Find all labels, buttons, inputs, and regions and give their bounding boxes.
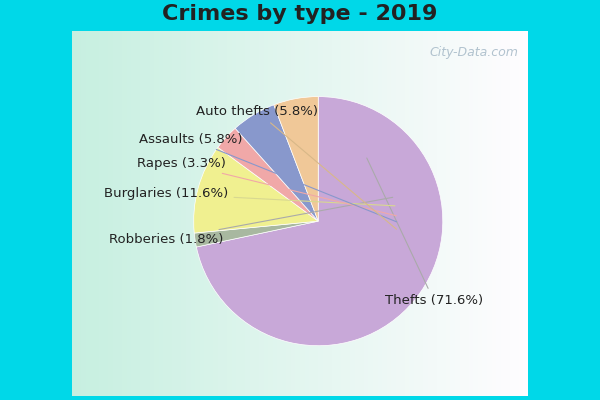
Wedge shape (194, 221, 318, 247)
Text: Rapes (3.3%): Rapes (3.3%) (137, 157, 397, 216)
Wedge shape (194, 148, 318, 233)
Wedge shape (218, 128, 318, 221)
Text: Burglaries (11.6%): Burglaries (11.6%) (104, 187, 395, 206)
Text: City-Data.com: City-Data.com (430, 46, 519, 59)
Text: Robberies (1.8%): Robberies (1.8%) (109, 197, 393, 246)
Wedge shape (274, 96, 318, 221)
Text: Assaults (5.8%): Assaults (5.8%) (139, 133, 397, 222)
Text: Thefts (71.6%): Thefts (71.6%) (367, 158, 483, 307)
Text: Auto thefts (5.8%): Auto thefts (5.8%) (196, 105, 397, 229)
Wedge shape (235, 105, 318, 221)
Title: Crimes by type - 2019: Crimes by type - 2019 (163, 4, 437, 24)
Wedge shape (196, 96, 443, 346)
